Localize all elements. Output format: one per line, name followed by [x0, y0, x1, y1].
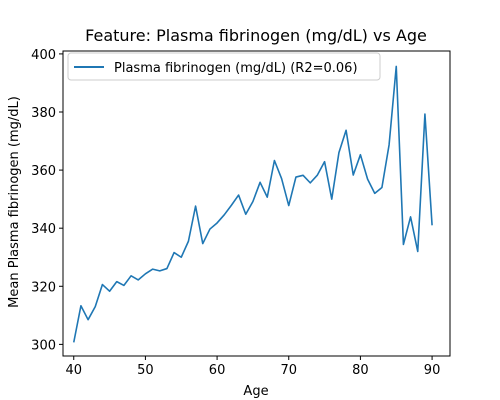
x-tick-label: 90 [424, 363, 441, 378]
y-axis-title: Mean Plasma fibrinogen (mg/dL) [7, 96, 22, 308]
plot-area [62, 50, 451, 357]
x-axis-title: Age [243, 384, 268, 399]
y-tick-label: 340 [31, 222, 56, 237]
series-line-0 [72, 65, 433, 343]
x-tick-label: 60 [209, 363, 226, 378]
x-tick-label: 40 [65, 363, 82, 378]
y-axis: 300 320 340 360 380 400 [31, 48, 63, 353]
y-tick-label: 360 [31, 164, 56, 179]
x-tick-label: 80 [352, 363, 369, 378]
legend-label: Plasma fibrinogen (mg/dL) (R2=0.06) [114, 61, 358, 76]
legend: Plasma fibrinogen (mg/dL) (R2=0.06) [67, 52, 381, 81]
plot-frame [62, 50, 451, 357]
legend-box [67, 52, 381, 81]
y-tick-label: 320 [31, 280, 56, 295]
x-axis: 40 50 60 70 80 90 [65, 356, 440, 378]
y-tick-label: 380 [31, 106, 56, 121]
x-tick-label: 50 [137, 363, 154, 378]
y-tick-label: 400 [31, 48, 56, 63]
y-tick-label: 300 [31, 338, 56, 353]
x-tick-label: 70 [280, 363, 297, 378]
chart-title: Feature: Plasma fibrinogen (mg/dL) vs Ag… [85, 26, 427, 45]
